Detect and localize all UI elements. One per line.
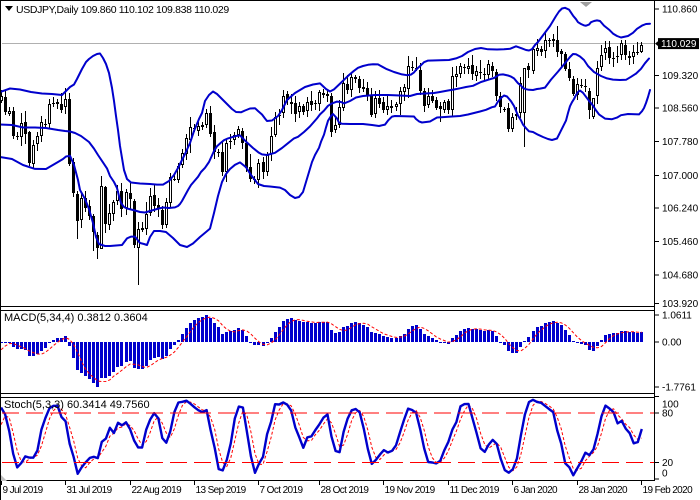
svg-text:31 Jul 2019: 31 Jul 2019 (67, 485, 113, 496)
svg-text:106.240: 106.240 (662, 204, 699, 215)
svg-text:104.680: 104.680 (662, 271, 699, 282)
svg-text:22 Aug 2019: 22 Aug 2019 (132, 485, 183, 496)
svg-text:110.860: 110.860 (662, 5, 698, 16)
svg-text:103.920: 103.920 (662, 299, 699, 310)
svg-text:107.000: 107.000 (662, 171, 699, 182)
svg-text:28 Oct 2019: 28 Oct 2019 (321, 485, 370, 496)
svg-text:9 Jul 2019: 9 Jul 2019 (3, 485, 44, 496)
svg-text:80: 80 (662, 409, 674, 420)
svg-text:19 Nov 2019: 19 Nov 2019 (385, 485, 436, 496)
svg-text:Stoch(5,3,3) 60.3414 49.7560: Stoch(5,3,3) 60.3414 49.7560 (4, 399, 150, 411)
svg-text:28 Jan 2020: 28 Jan 2020 (579, 485, 628, 496)
svg-text:1.0611: 1.0611 (662, 311, 692, 322)
svg-text:20: 20 (662, 458, 674, 469)
svg-text:100: 100 (662, 400, 679, 411)
svg-text:109.320: 109.320 (662, 71, 699, 82)
svg-text:11 Dec 2019: 11 Dec 2019 (450, 485, 500, 496)
svg-text:13 Sep 2019: 13 Sep 2019 (196, 485, 247, 496)
svg-text:-1.7761: -1.7761 (662, 383, 696, 394)
svg-text:108.560: 108.560 (662, 104, 699, 115)
svg-text:6 Jan 2020: 6 Jan 2020 (514, 485, 559, 496)
svg-text:110.029: 110.029 (661, 39, 697, 50)
svg-text:USDJPY,Daily 109.860 110.102: USDJPY,Daily 109.860 110.102 109.838 110… (16, 4, 229, 16)
svg-text:107.780: 107.780 (662, 137, 699, 148)
svg-text:0: 0 (662, 469, 668, 480)
svg-text:19 Feb 2020: 19 Feb 2020 (643, 485, 694, 496)
svg-text:105.460: 105.460 (662, 237, 699, 248)
svg-text:MACD(5,34,4) 0.3812 0.3604: MACD(5,34,4) 0.3812 0.3604 (4, 312, 148, 324)
svg-text:0.00: 0.00 (662, 338, 682, 349)
svg-text:7 Oct 2019: 7 Oct 2019 (260, 485, 304, 496)
